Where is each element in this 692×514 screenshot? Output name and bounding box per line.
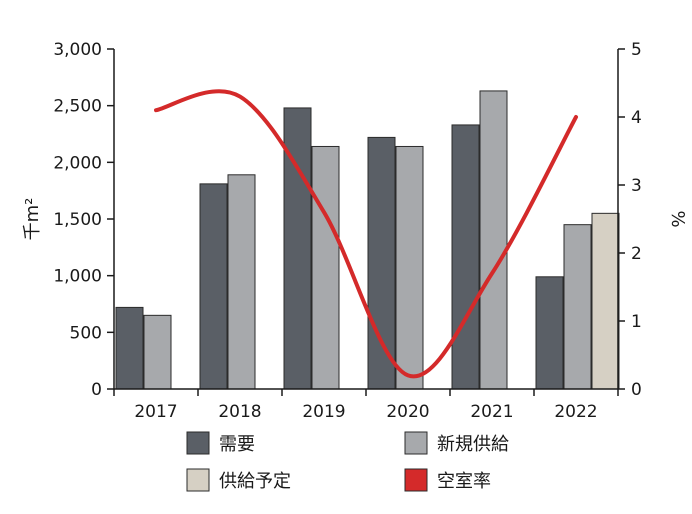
legend-swatch-4 — [404, 468, 428, 492]
bar-1-2017 — [115, 306, 144, 390]
legend-swatch-2 — [404, 431, 428, 455]
x-tick-label: 2019 — [302, 402, 345, 422]
y-left-tick-label: 1,500 — [53, 210, 102, 230]
x-tick-label: 2022 — [554, 402, 597, 422]
y-axis-right-title: % — [667, 210, 688, 227]
bar-2-2018 — [227, 174, 256, 390]
axes-layer: 0 500 1,000 1,500 2,000 2,500 3,000 0 1 2 3 4 5 2017 2… — [22, 40, 688, 422]
y-right-tick-label: 0 — [631, 380, 642, 400]
y-left-tick-label: 3,000 — [53, 40, 102, 60]
y-left-tick-label: 2,500 — [53, 97, 102, 117]
bars-layer — [115, 90, 620, 390]
legend-label-4: 空室率 — [437, 471, 491, 492]
y-right-tick-label: 5 — [631, 40, 642, 60]
line-layer — [154, 89, 578, 379]
x-tick-label: 2021 — [470, 402, 513, 422]
bar-3-2022 — [591, 212, 620, 390]
x-tick-label: 2018 — [218, 402, 261, 422]
legend-swatch-3 — [186, 468, 210, 492]
bar-2-2019 — [311, 145, 340, 390]
y-left-tick-label: 500 — [70, 323, 102, 343]
x-tick-label: 2017 — [134, 402, 177, 422]
bar-1-2021 — [451, 124, 480, 390]
y-right-tick-label: 2 — [631, 244, 642, 264]
legend-swatch-1 — [186, 431, 210, 455]
bar-1-2018 — [199, 183, 228, 390]
legend-label-2: 新規供給 — [437, 434, 509, 455]
bar-2-2017 — [143, 314, 172, 390]
y-left-tick-label: 1,000 — [53, 267, 102, 287]
bar-2-2020 — [395, 145, 424, 390]
bar-1-2020 — [367, 136, 396, 390]
y-left-tick-label: 0 — [91, 380, 102, 400]
x-tick-label: 2020 — [386, 402, 429, 422]
y-right-tick-label: 4 — [631, 108, 642, 128]
y-left-tick-label: 2,000 — [53, 153, 102, 173]
legend-label-1: 需要 — [219, 434, 255, 455]
legend-label-3: 供給予定 — [219, 471, 291, 492]
bar-2-2021 — [479, 90, 508, 390]
bar-1-2022 — [535, 276, 564, 390]
y-right-tick-label: 3 — [631, 176, 642, 196]
y-axis-left-title: 千m² — [22, 198, 43, 241]
y-right-tick-label: 1 — [631, 312, 642, 332]
bar-2-2022 — [563, 224, 592, 390]
